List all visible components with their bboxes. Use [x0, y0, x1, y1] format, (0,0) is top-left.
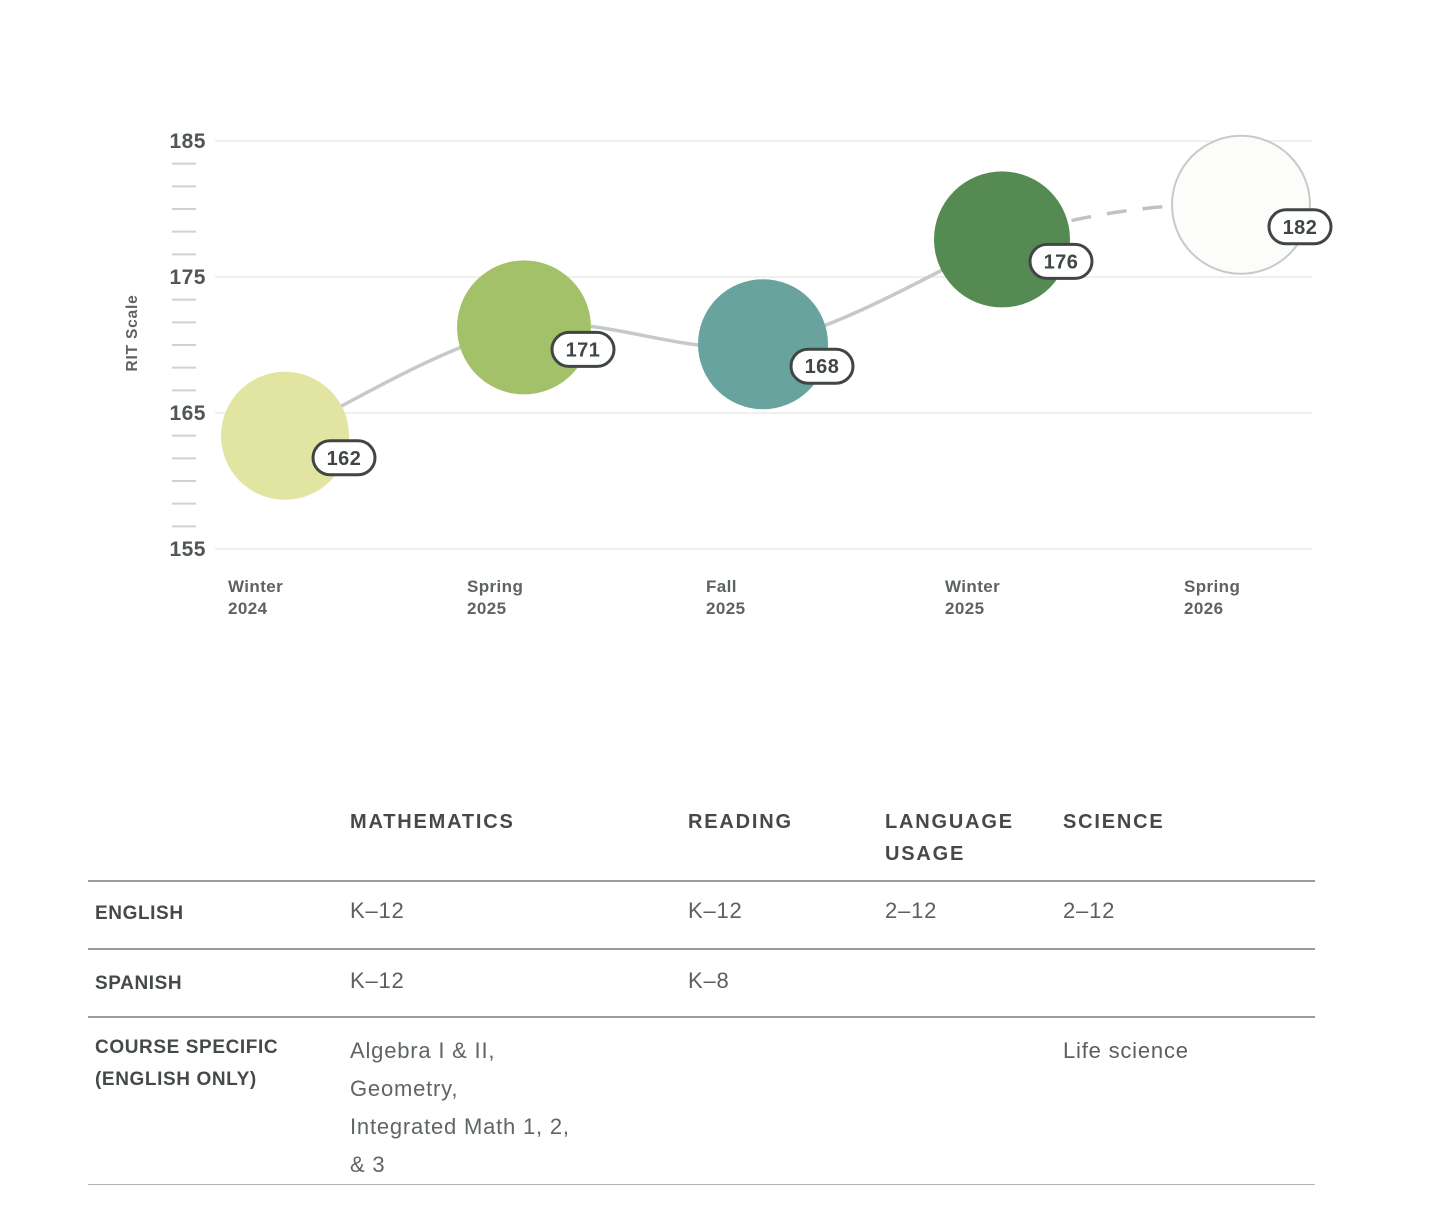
x-axis-label-season: Fall — [706, 577, 737, 596]
trend-line — [284, 237, 1003, 438]
cell-course-language-usage — [885, 1032, 1063, 1184]
table-row: ENGLISH K–12 K–12 2–12 2–12 — [88, 880, 1315, 948]
y-axis-tick-label: 185 — [169, 130, 206, 153]
data-point-bubble — [934, 171, 1070, 308]
data-point-bubble — [698, 279, 828, 410]
data-point-bubble — [457, 260, 591, 395]
cell-spanish-mathematics: K–12 — [350, 968, 405, 993]
column-header-language-usage: LANGUAGE USAGE — [885, 811, 1014, 865]
x-axis-label-year: 2026 — [1184, 599, 1223, 618]
y-axis-title: RIT Scale — [124, 295, 141, 372]
y-axis-tick-label: 155 — [169, 538, 206, 561]
column-header-reading: READING — [688, 811, 793, 833]
cell-spanish-language-usage — [885, 968, 1063, 1016]
data-point: 176 — [934, 171, 1094, 308]
data-point-bubble — [221, 371, 349, 500]
data-point: 171 — [457, 260, 616, 395]
y-axis-tick-label: 165 — [169, 402, 206, 425]
table-header-row: MATHEMATICS READING LANGUAGE USAGE SCIEN… — [88, 798, 1315, 880]
row-label-english: ENGLISH — [95, 903, 184, 924]
cell-english-mathematics: K–12 — [350, 898, 405, 923]
row-label-spanish: SPANISH — [95, 973, 183, 994]
column-header-mathematics: MATHEMATICS — [350, 811, 515, 833]
chart-canvas: 185 175 165 155 RIT Scale 162 171 168 176 182 Wint… — [124, 130, 1333, 618]
cell-english-reading: K–12 — [688, 898, 743, 923]
value-badge-label: 176 — [1044, 251, 1079, 273]
value-badge — [311, 439, 377, 477]
table-row: SPANISH K–12 K–8 — [88, 948, 1315, 1016]
x-axis-label-season: Spring — [467, 577, 523, 596]
cell-spanish-reading: K–8 — [688, 968, 730, 993]
cell-course-science: Life science — [1063, 1038, 1189, 1063]
value-badge — [1267, 208, 1333, 246]
x-axis-label-year: 2025 — [945, 599, 984, 618]
x-axis-label-season: Winter — [228, 577, 283, 596]
row-label-course-specific: COURSE SPECIFIC (ENGLISH ONLY) — [95, 1037, 279, 1090]
cell-course-mathematics: Algebra I & II, Geometry, Integrated Mat… — [350, 1038, 570, 1177]
cell-english-language-usage: 2–12 — [885, 898, 938, 923]
cell-spanish-science — [1063, 968, 1315, 1016]
value-badge — [789, 347, 855, 385]
value-badge — [550, 330, 616, 368]
x-axis-label-year: 2024 — [228, 599, 268, 618]
rit-growth-chart: 185 175 165 155 RIT Scale 162 171 168 176 182 Wint… — [124, 130, 1333, 618]
cell-course-reading — [688, 1032, 885, 1184]
projected-trend-line — [1001, 202, 1242, 242]
value-badge-label: 182 — [1283, 217, 1318, 239]
data-point: 162 — [221, 371, 377, 500]
column-header-science: SCIENCE — [1063, 811, 1165, 833]
data-point-bubble — [1171, 134, 1311, 275]
data-point-projected: 182 — [1171, 134, 1333, 275]
value-badge — [1028, 242, 1094, 280]
x-axis-label-year: 2025 — [467, 599, 506, 618]
table-row: COURSE SPECIFIC (ENGLISH ONLY) Algebra I… — [88, 1016, 1315, 1184]
coverage-table: MATHEMATICS READING LANGUAGE USAGE SCIEN… — [88, 798, 1315, 1185]
x-axis-label-season: Spring — [1184, 577, 1240, 596]
value-badge-label: 162 — [327, 448, 362, 470]
y-axis-tick-label: 175 — [169, 266, 206, 289]
x-axis-label-season: Winter — [945, 577, 1000, 596]
value-badge-label: 171 — [566, 339, 601, 361]
x-axis-label-year: 2025 — [706, 599, 745, 618]
header-empty-cell — [88, 798, 350, 880]
data-point: 168 — [698, 279, 855, 410]
cell-english-science: 2–12 — [1063, 898, 1116, 923]
value-badge-label: 168 — [805, 356, 840, 378]
